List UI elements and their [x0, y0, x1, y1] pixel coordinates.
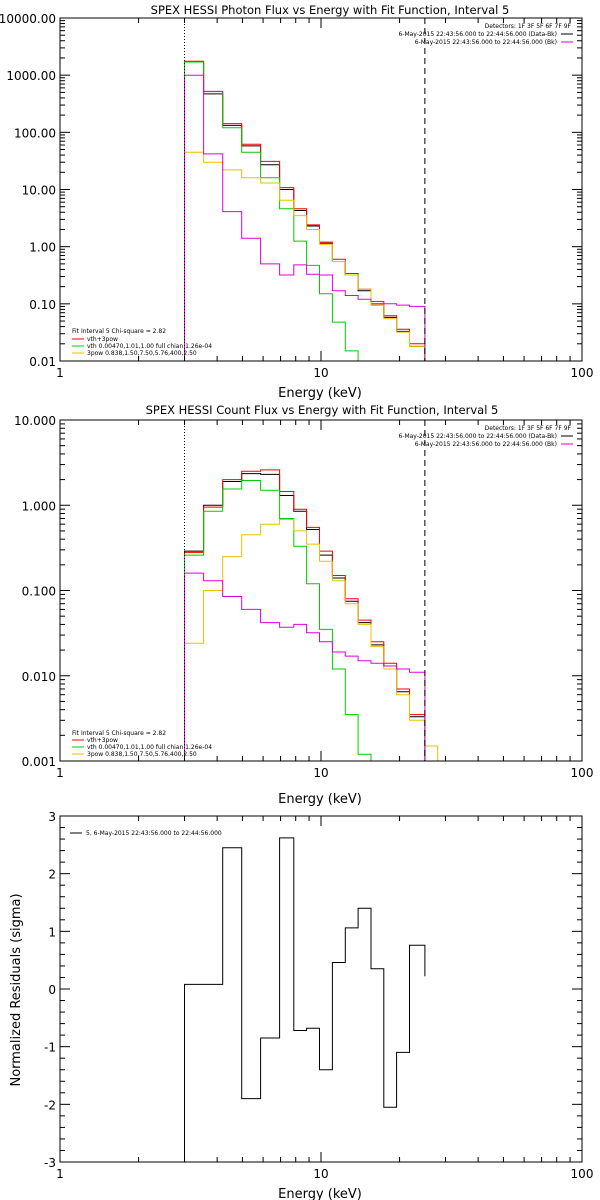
- count-legend-detectors: Detectors: 1F 3F 5F 6F 7F 9F: [485, 425, 572, 432]
- x-tick-label: 1: [56, 1167, 64, 1181]
- x-tick-label: 1: [56, 366, 64, 380]
- y-tick-label: 2: [48, 868, 56, 882]
- residuals-plot-frame: [59, 815, 583, 1163]
- series-0-line: [184, 473, 426, 761]
- series-4-line: [184, 74, 426, 361]
- photon-legend-vth3pow: vth+3pow: [87, 336, 118, 343]
- series-2-line: [184, 61, 371, 362]
- count-legend-bk: 6-May-2015 22:43:56.000 to 22:44:56.000 …: [415, 441, 557, 448]
- y-tick-label: 1.00: [29, 241, 56, 255]
- y-tick-label: 1.000: [22, 499, 56, 513]
- y-tick-label: 10000.00: [0, 12, 56, 26]
- count-x-axis-label: Energy (keV): [278, 792, 362, 807]
- count-flux-chart: SPEX HESSI Count Flux vs Energy with Fit…: [14, 403, 593, 807]
- photon-chart-title: SPEX HESSI Photon Flux vs Energy with Fi…: [151, 3, 510, 17]
- x-tick-label: 1: [56, 766, 64, 780]
- x-tick-label: 10: [313, 1167, 328, 1181]
- y-tick-label: -1: [44, 1041, 56, 1055]
- count-legend-vth3pow: vth+3pow: [87, 737, 118, 744]
- count-chart-title: SPEX HESSI Count Flux vs Energy with Fit…: [146, 403, 499, 417]
- y-tick-label: 10.00: [22, 184, 56, 198]
- y-tick-label: 0.001: [22, 755, 56, 769]
- photon-flux-chart: SPEX HESSI Photon Flux vs Energy with Fi…: [0, 3, 593, 401]
- series-0-line: [184, 837, 426, 1162]
- x-tick-label: 10: [313, 366, 328, 380]
- residuals-legend-label: 5, 6-May-2015 22:43:56.000 to 22:44:56.0…: [86, 830, 222, 837]
- y-tick-label: 1: [48, 925, 56, 939]
- y-tick-label: 0.100: [22, 585, 56, 599]
- count-legend-data-bk: 6-May-2015 22:43:56.000 to 22:44:56.000 …: [398, 433, 557, 440]
- count-legend-vth: vth 0.00470,1.01,1.00 full chian 1.26e-0…: [87, 744, 212, 751]
- y-tick-label: 0.010: [22, 670, 56, 684]
- x-tick-label: 10: [313, 766, 328, 780]
- residuals-legend: 5, 6-May-2015 22:43:56.000 to 22:44:56.0…: [70, 830, 222, 837]
- photon-plot-frame: [59, 17, 583, 362]
- count-legend-topright: Detectors: 1F 3F 5F 6F 7F 9F 6-May-2015 …: [398, 425, 573, 448]
- y-tick-label: 10.000: [14, 414, 56, 428]
- photon-legend-topright: Detectors: 1F 3F 5F 6F 7F 9F 6-May-2015 …: [398, 23, 573, 46]
- y-tick-label: 0.10: [29, 298, 56, 312]
- series-3-line: [184, 151, 438, 362]
- count-fit-interval-label: Fit Interval 5 Chi-square = 2.82: [72, 730, 166, 737]
- x-tick-label: 100: [571, 766, 594, 780]
- photon-fit-interval-label: Fit Interval 5 Chi-square = 2.82: [72, 328, 166, 335]
- y-tick-label: 0: [48, 983, 56, 997]
- series-3-line: [184, 519, 439, 761]
- y-tick-label: -3: [44, 1156, 56, 1170]
- y-tick-label: -2: [44, 1098, 56, 1112]
- photon-legend-data-bk: 6-May-2015 22:43:56.000 to 22:44:56.000 …: [398, 31, 557, 38]
- count-legend-3pow: 3pow 0.838,1.50,7.50,5.76,400,2.50: [87, 751, 197, 758]
- x-tick-label: 100: [571, 366, 594, 380]
- count-legend-bottomleft: Fit Interval 5 Chi-square = 2.82 vth+3po…: [72, 730, 212, 758]
- photon-legend-vth: vth 0.00470,1.01,1.00 full chian 1.26e-0…: [87, 343, 212, 350]
- series-1-line: [184, 469, 426, 761]
- photon-x-axis-label: Energy (keV): [278, 386, 362, 401]
- photon-legend-bottomleft: Fit Interval 5 Chi-square = 2.82 vth+3po…: [72, 328, 212, 357]
- y-tick-label: 3: [48, 810, 56, 824]
- residuals-x-axis-label: Energy (keV): [278, 1187, 362, 1200]
- y-tick-label: 0.01: [29, 355, 56, 369]
- series-2-line: [184, 480, 372, 761]
- y-tick-label: 100.00: [14, 126, 56, 140]
- y-tick-label: 1000.00: [6, 69, 56, 83]
- x-tick-label: 100: [571, 1167, 594, 1181]
- series-4-line: [184, 572, 426, 761]
- count-plot-frame: [59, 419, 583, 762]
- photon-legend-3pow: 3pow 0.838,1.50,7.50,5.76,400,2.50: [87, 350, 197, 357]
- photon-legend-bk: 6-May-2015 22:43:56.000 to 22:44:56.000 …: [415, 39, 557, 46]
- photon-legend-detectors: Detectors: 1F 3F 5F 6F 7F 9F: [485, 23, 572, 30]
- residuals-y-axis-label: Normalized Residuals (sigma): [9, 893, 24, 1086]
- series-1-line: [184, 60, 426, 361]
